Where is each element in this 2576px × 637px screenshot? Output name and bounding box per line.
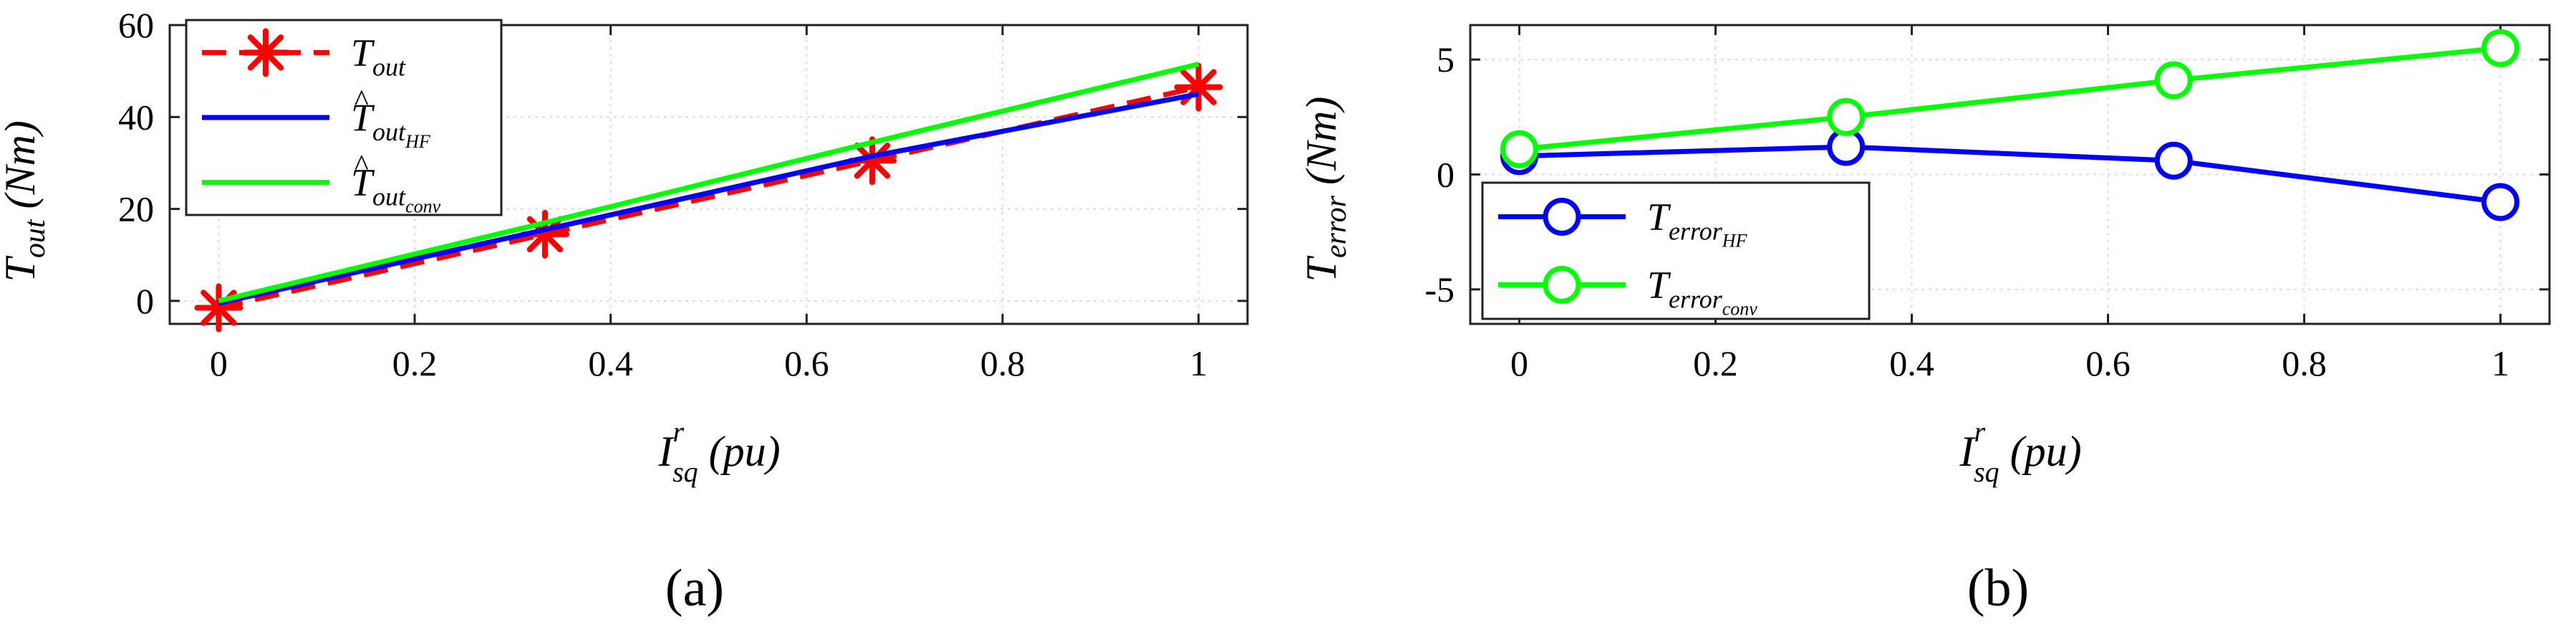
y-tick-label: 40	[118, 97, 154, 137]
legend-label-T_out_HF: ToutHF	[351, 96, 431, 152]
legend-label-subsub: conv	[1722, 299, 1758, 320]
legend-label-subsub: conv	[405, 196, 441, 217]
y-axis-label: Tout (Nm)	[0, 120, 52, 282]
x-label-unit: (pu)	[698, 428, 781, 475]
x-tick-label: 0	[1510, 343, 1528, 383]
legend-label-T_error_conv: Terrorconv	[1647, 264, 1757, 320]
y-label-unit: (Nm)	[0, 120, 44, 219]
legend-label-sub: out	[372, 52, 406, 81]
y-label-unit: (Nm)	[1298, 97, 1345, 196]
caption-b: (b)	[1967, 559, 2029, 618]
legend-label-main: T	[1647, 196, 1671, 239]
data-marker-T_out	[194, 283, 243, 332]
x-tick-label: 0.6	[2085, 343, 2131, 383]
x-tick-label: 0.4	[588, 343, 633, 383]
y-label-sub: error	[1320, 195, 1353, 258]
legend-label-sub: out	[372, 183, 406, 211]
legend-marker-T_out	[241, 28, 290, 77]
data-marker-T_error_HF	[2481, 183, 2519, 221]
y-tick-label: 60	[118, 5, 154, 45]
data-marker-T_error_conv	[1500, 130, 1538, 168]
legend-label-sub: error	[1669, 217, 1723, 246]
chart-a: 0 0.2 0.4 0.6 0.8 10204060ToutToutHF^Toutconv…	[0, 5, 1249, 618]
x-label-unit: (pu)	[1999, 428, 2082, 475]
x-tick-label: 0.6	[784, 343, 829, 383]
x-label-main: I	[1959, 428, 1977, 475]
legend-label-T_out_conv: Toutconv	[351, 161, 441, 217]
legend-marker-T_error_HF	[1543, 198, 1581, 236]
legend-label-sub: error	[1669, 285, 1723, 314]
legend-label-main: T	[351, 31, 375, 74]
legend-label-main: T	[1647, 264, 1671, 307]
x-tick-label: 0.8	[980, 343, 1026, 383]
data-marker-T_error_conv	[2154, 61, 2193, 100]
legend-label-subsub: HF	[1722, 231, 1748, 252]
y-tick-label: 5	[1437, 39, 1455, 80]
data-marker-T_error_HF	[2154, 141, 2193, 180]
y-tick-label: -5	[1424, 269, 1455, 310]
series-line-T_error_conv	[1519, 45, 2501, 152]
axes-box	[168, 24, 1249, 325]
x-axis-label: Ir sq (pu)	[658, 416, 781, 488]
legend-label-T_out: Tout	[351, 31, 406, 81]
x-tick-label: 0.2	[1693, 343, 1738, 383]
x-tick-label: 1	[1190, 343, 1207, 383]
legend-label-subsub: HF	[405, 131, 431, 152]
y-label-main: T	[1298, 256, 1345, 282]
legend-label-main: T	[351, 161, 375, 204]
data-marker-T_out	[1174, 62, 1223, 112]
data-marker-T_out	[847, 136, 897, 186]
legend-label-main: T	[351, 96, 375, 139]
x-label-sub: sq	[672, 456, 698, 488]
x-label-sub: sq	[1974, 456, 1999, 488]
asterisk-stroke	[247, 34, 284, 71]
x-tick-label: 0.8	[2282, 343, 2327, 383]
series-line-T_out_conv	[218, 62, 1200, 304]
series-line-T_out_HF	[218, 91, 1200, 306]
y-label-main: T	[0, 256, 44, 282]
x-tick-label: 0.2	[392, 343, 438, 383]
x-label-main: I	[658, 428, 675, 475]
y-axis-label: Terror (Nm)	[1298, 97, 1353, 282]
legend-label-sub: out	[372, 118, 406, 146]
y-tick-label: 0	[1437, 155, 1455, 195]
caption-a: (a)	[665, 559, 724, 618]
data-marker-T_error_conv	[1827, 97, 1866, 136]
asterisk-stroke	[526, 216, 564, 253]
x-tick-label: 0	[210, 343, 228, 383]
y-label-sub: out	[19, 219, 52, 258]
y-tick-label: 20	[118, 189, 154, 229]
x-label-sup: r	[672, 416, 684, 448]
x-tick-label: 0.4	[1889, 343, 1934, 383]
legend-hat: ^	[354, 85, 369, 118]
series-line-T_error_HF	[1519, 144, 2501, 205]
y-tick-label: 0	[136, 281, 154, 321]
legend-label-T_error_HF: TerrorHF	[1647, 196, 1747, 252]
x-axis-label: Ir sq (pu)	[1959, 416, 2082, 488]
x-label-sup: r	[1974, 416, 1985, 448]
x-tick-label: 1	[2491, 343, 2509, 383]
legend-hat: ^	[354, 150, 369, 183]
legend-marker-T_error_conv	[1543, 266, 1581, 304]
asterisk-stroke	[854, 143, 891, 179]
data-marker-T_error_conv	[2481, 29, 2519, 67]
